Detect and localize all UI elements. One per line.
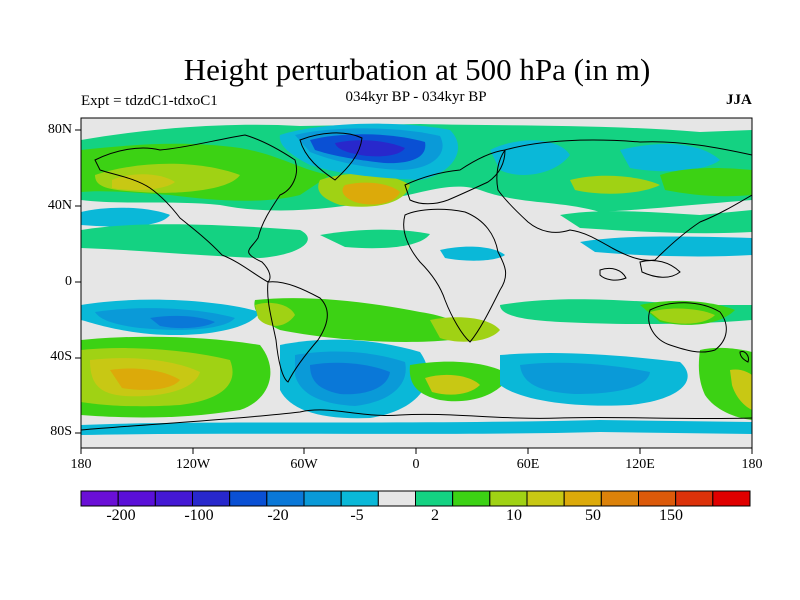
colorbar-label: 150 [659,507,683,524]
colorbar-swatch [117,490,156,507]
axis-ticks [75,129,753,454]
lat-label: 40N [47,198,72,213]
contour-region [254,298,460,342]
colorbar-swatch [638,490,677,507]
lon-label: 120W [175,457,211,472]
height-field [81,118,752,448]
colorbar-label: -100 [184,507,214,524]
map-title: Height perturbation at 500 hPa (in m) [183,52,651,87]
colorbar-swatch [489,490,528,507]
colorbar-label: -200 [106,507,136,524]
colorbar-swatch [452,490,491,507]
colorbar-swatch [600,490,640,507]
colorbar-label: 10 [506,507,522,524]
colorbar-swatch [80,490,119,507]
contour-region [310,362,390,395]
contour-region [255,302,295,326]
lat-label: 0 [65,274,72,289]
contour-region [730,369,752,410]
colorbar-swatch [303,490,342,507]
lon-label: 180 [741,457,763,472]
lat-label: 80S [50,424,72,439]
colorbar-label: 50 [585,507,601,524]
contour-region [620,144,720,172]
contour-region [320,229,430,249]
colorbar-swatch [712,490,751,507]
season-label: JJA [726,92,752,108]
colorbar-swatch [526,490,565,507]
contour-region [335,140,405,157]
contour-region [520,362,650,394]
colorbar-label: 2 [431,507,439,524]
colorbar-swatch [192,490,231,507]
coastlines [81,132,752,431]
colorbar-swatch [229,490,268,507]
colorbar-swatch [675,490,714,507]
experiment-label: Expt = tdzdC1-tdxoC1 [81,93,218,109]
lon-label: 60W [290,457,318,472]
contour-region [81,207,170,227]
contour-region [698,347,752,420]
contour-region [150,315,215,329]
period-label: 034kyr BP - 034kyr BP [345,89,487,105]
colorbar-swatch [563,490,602,507]
colorbar-label: -5 [350,507,364,524]
contour-region [440,246,505,261]
lon-label: 60E [516,457,540,472]
contour-region [660,167,752,197]
lon-label: 120E [625,457,655,472]
contour-region [81,224,308,258]
colorbar-swatch [415,490,454,507]
contour-region [570,175,660,194]
lat-label: 80N [47,122,72,137]
contour-region [580,236,752,257]
contour-region [560,210,752,234]
contour-region [342,182,400,205]
colorbar-swatch [266,490,305,507]
colorbar-swatch [154,490,193,507]
contour-region [110,368,180,390]
contour-region [425,374,480,395]
colorbar-swatch [340,490,379,507]
colorbar [80,490,751,507]
colorbar-label: -20 [267,507,289,524]
contour-region [81,432,752,448]
lat-label: 40S [50,349,72,364]
colorbar-swatch [377,490,416,507]
lon-label: 180 [70,457,92,472]
lon-label: 0 [412,457,420,472]
contour-region [650,308,715,324]
